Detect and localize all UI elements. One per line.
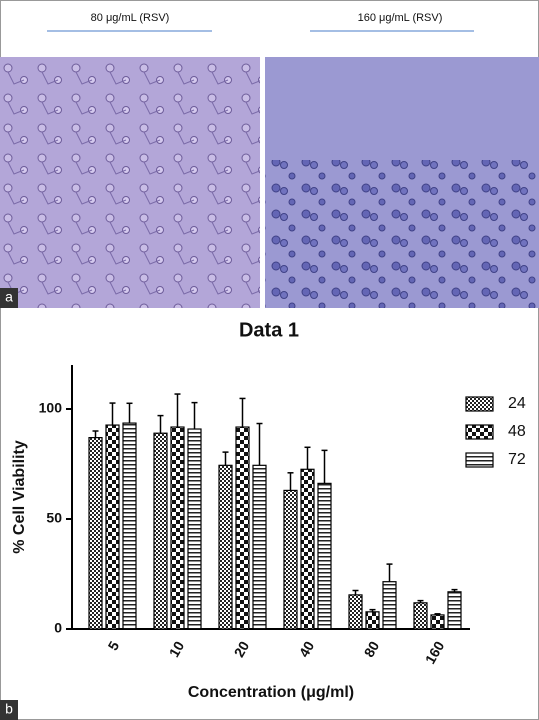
error-bar [239, 397, 246, 428]
bar [122, 422, 137, 630]
error-bar [287, 472, 294, 491]
bar [252, 464, 267, 630]
bar [105, 424, 120, 630]
micrograph-texture [265, 160, 539, 308]
panel-label: b [5, 701, 13, 717]
legend-label: 72 [508, 451, 526, 468]
bar [365, 611, 380, 630]
y-tick-label: 100 [39, 400, 63, 416]
x-tick-label: 40 [296, 638, 318, 660]
caption: 80 μg/mL (RSV) [91, 12, 170, 24]
y-axis-label: % Cell Viability [11, 440, 28, 554]
bar [153, 432, 168, 630]
x-tick-label: 10 [166, 638, 188, 660]
error-bar [352, 589, 359, 595]
bar [317, 482, 332, 630]
legend-swatch [465, 396, 494, 412]
bar [170, 426, 185, 630]
bar [447, 591, 462, 630]
error-bar [304, 446, 311, 470]
bar [413, 602, 428, 630]
x-axis-label: Concentration (μg/ml) [188, 684, 354, 701]
error-bar [321, 449, 328, 484]
x-tick-label: 80 [361, 638, 383, 660]
error-bar [174, 393, 181, 428]
panel-label-box [0, 288, 18, 308]
error-bar [157, 414, 164, 434]
bar [382, 581, 397, 630]
legend-label: 48 [508, 423, 526, 440]
bar [300, 468, 315, 630]
bar [187, 428, 202, 630]
error-bar [417, 599, 424, 603]
error-bar [109, 402, 116, 426]
bar [430, 614, 445, 630]
panel-label-box [0, 700, 18, 720]
caption: 160 μg/mL (RSV) [358, 12, 443, 24]
legend-swatch [465, 452, 494, 468]
error-bar [191, 401, 198, 430]
y-tick-label: 50 [46, 510, 62, 526]
legend-swatch [465, 424, 494, 440]
error-bar [434, 613, 441, 615]
error-bar [222, 451, 229, 466]
error-bar [386, 563, 393, 582]
y-tick-label: 0 [54, 620, 62, 636]
micrograph-texture [0, 57, 260, 308]
bar [88, 437, 103, 630]
chart-title: Data 1 [239, 319, 299, 341]
bar [348, 594, 363, 630]
error-bar [256, 422, 263, 466]
bar [283, 489, 298, 630]
x-tick-label: 160 [422, 638, 448, 666]
bar [218, 464, 233, 630]
x-tick-label: 20 [231, 638, 253, 660]
error-bar [92, 430, 99, 438]
panel-label: a [5, 289, 13, 305]
x-tick-label: 5 [105, 638, 123, 653]
legend-label: 24 [508, 395, 526, 412]
bar [235, 426, 250, 630]
error-bar [369, 608, 376, 612]
error-bar [126, 402, 133, 424]
error-bar [451, 588, 458, 592]
